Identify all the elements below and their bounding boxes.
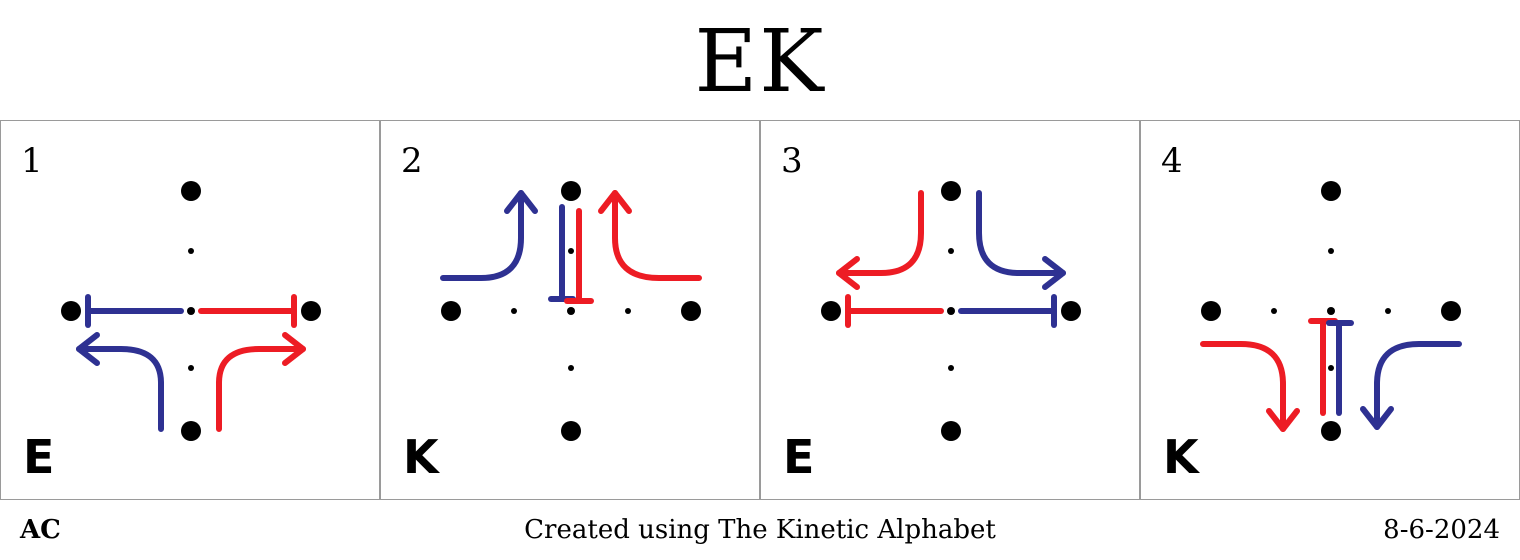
red-staff	[845, 294, 944, 328]
beat-number: 1	[21, 141, 43, 181]
credit-text: Created using The Kinetic Alphabet	[524, 515, 996, 545]
pictograph-4	[1200, 181, 1462, 441]
blue-arrow	[76, 332, 164, 432]
beat-letter: K	[1163, 430, 1199, 484]
beat-letter: K	[403, 430, 439, 484]
red-arrow	[598, 190, 702, 281]
red-staff	[564, 208, 594, 304]
beat-cell-2[interactable]: 2 K	[380, 120, 760, 500]
author-initials: AC	[20, 515, 61, 545]
red-arrow	[1200, 341, 1300, 432]
blue-arrow	[440, 190, 538, 281]
beat-number: 2	[401, 141, 423, 181]
beat-cell-1[interactable]: 1 E	[0, 120, 380, 500]
blue-staff	[958, 294, 1057, 328]
beat-cell-4[interactable]: 4 K	[1140, 120, 1520, 500]
red-staff	[198, 294, 297, 328]
pictograph-1	[61, 181, 321, 441]
red-arrow	[216, 332, 306, 432]
pictograph-3	[821, 181, 1081, 441]
beat-letter: E	[783, 430, 815, 484]
date-text: 8-6-2024	[1383, 515, 1500, 545]
beat-grid: 1 E	[0, 120, 1520, 500]
page-title: EK	[694, 12, 826, 112]
blue-arrow	[1360, 341, 1462, 430]
grid-dots	[441, 181, 701, 441]
blue-staff	[1326, 320, 1354, 416]
beat-cell-3[interactable]: 3 E	[760, 120, 1140, 500]
beat-number: 3	[781, 141, 803, 181]
beat-number: 4	[1161, 141, 1183, 181]
grid-dots	[821, 181, 1081, 441]
blue-staff	[85, 294, 184, 328]
beat-letter: E	[23, 430, 55, 484]
pictograph-2	[440, 181, 702, 441]
blue-arrow	[976, 190, 1066, 290]
red-arrow	[836, 190, 924, 290]
grid-dots	[1201, 181, 1461, 441]
